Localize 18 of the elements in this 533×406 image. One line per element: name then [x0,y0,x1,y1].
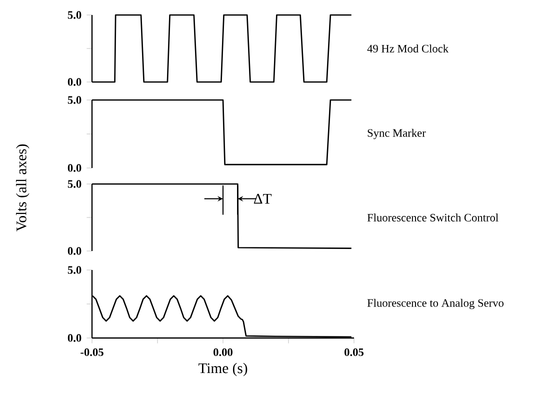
annotation: ΔT [254,194,272,204]
x-tick-label: 0.00 [214,348,232,356]
y-tick-label: 5.0 [68,11,82,19]
y-tick-label: 0.0 [68,334,82,342]
y-tick-label: 0.0 [68,164,82,172]
text: 49 Hz Mod Clock [367,44,449,52]
text: Fluorescence Switch Control [367,214,498,222]
text: Sync Marker [368,128,426,140]
y-tick-label: 5.0 [68,266,82,274]
y-tick-label: 0.0 [68,78,82,86]
y-tick-label: 5.0 [68,96,82,104]
x-tick-label: -0.05 [80,348,104,356]
x-tick-label: 0.05 [344,348,364,356]
y-tick-label: 0.0 [68,247,82,255]
x-axis-title: Time (s) [198,362,248,376]
text: Fluorescence to Analog Servo [367,298,504,310]
y-axis-title: Volts (all axes) [16,144,30,232]
y-tick-label: 5.0 [68,180,82,188]
